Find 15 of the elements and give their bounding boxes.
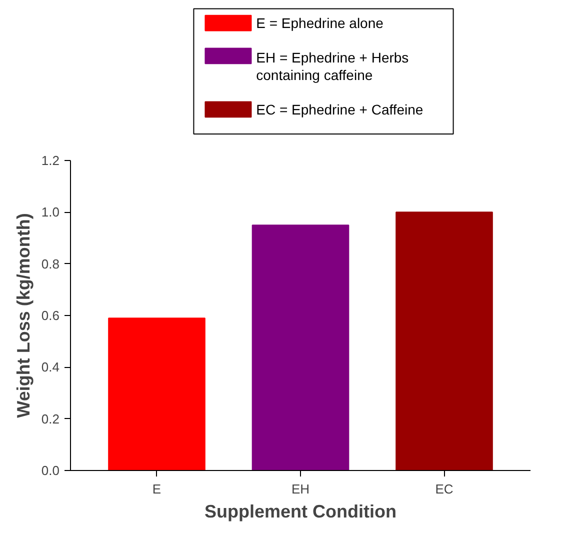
x-axis-title: Supplement Condition: [204, 502, 396, 522]
y-tick-label: 1.2: [41, 153, 60, 168]
legend-label: EH = Ephedrine + Herbs containing caffeine: [256, 49, 409, 84]
legend-label: EC = Ephedrine + Caffeine: [256, 101, 424, 118]
y-tick-label: 0.0: [41, 463, 60, 478]
x-tick-label: E: [152, 482, 162, 496]
y-tick-label: 0.2: [41, 411, 60, 426]
y-tick-label: 1.0: [41, 204, 60, 220]
y-tick-label: 0.4: [41, 360, 60, 375]
y-tick-label: 0.8: [41, 256, 60, 272]
x-tick-label: EC: [435, 482, 454, 496]
x-tick-label: EH: [291, 482, 310, 496]
y-tick-label: 0.6: [41, 308, 60, 323]
y-axis-title: Weight Loss (kg/month): [13, 213, 34, 418]
legend-label: E = Ephedrine alone: [256, 15, 384, 32]
